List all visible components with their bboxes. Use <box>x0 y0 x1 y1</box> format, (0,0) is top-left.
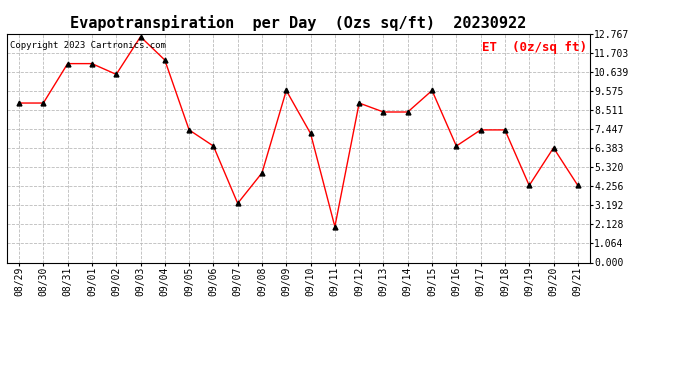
Text: Copyright 2023 Cartronics.com: Copyright 2023 Cartronics.com <box>10 40 166 50</box>
Text: ET  (0z/sq ft): ET (0z/sq ft) <box>482 40 587 54</box>
Title: Evapotranspiration  per Day  (Ozs sq/ft)  20230922: Evapotranspiration per Day (Ozs sq/ft) 2… <box>70 15 526 31</box>
